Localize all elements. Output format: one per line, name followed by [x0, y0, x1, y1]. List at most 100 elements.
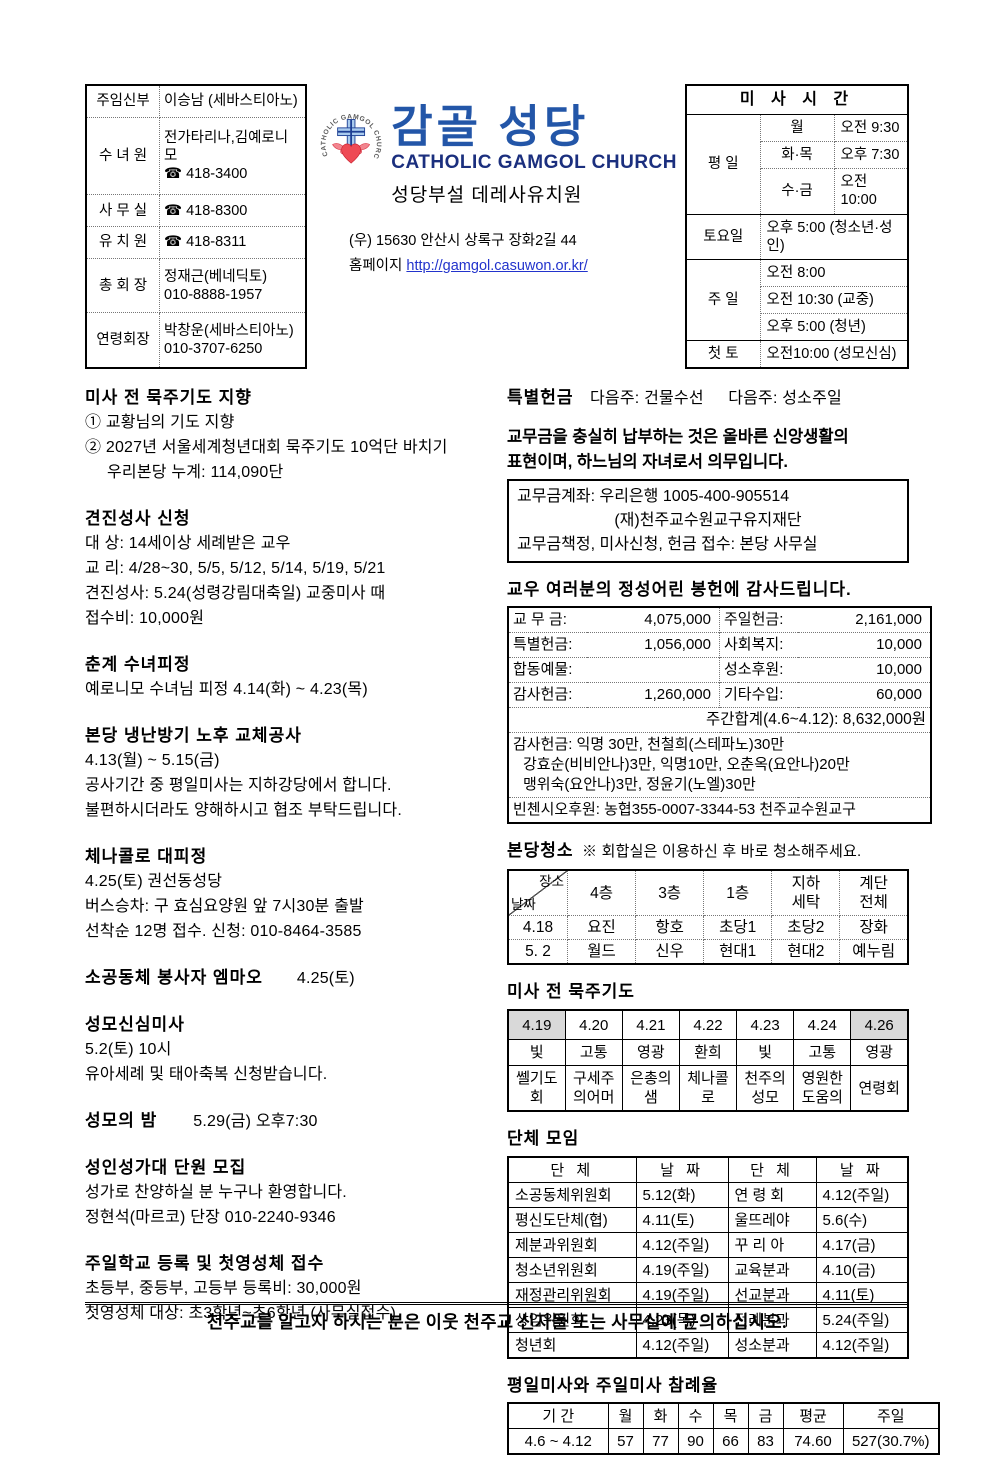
group-name: 꾸 리 아 — [727, 1232, 817, 1259]
mass-day-label: 주 일 — [685, 258, 761, 342]
table-cell: 예누림 — [839, 939, 909, 965]
table-row: 기 간 월 화 수 목 금 평균 주일 — [507, 1402, 940, 1430]
offer-value: 4,075,000 — [644, 611, 711, 629]
homepage-link[interactable]: http://gamgol.casuwon.or.kr/ — [406, 258, 588, 275]
group-name: 울뜨레야 — [727, 1207, 817, 1234]
section-title: 평일미사와 주일미사 참례율 — [507, 1376, 719, 1396]
rosary-group: 연령회 — [850, 1065, 909, 1112]
section-dues: 교무금을 충실히 납부하는 것은 올바른 신앙생활의 표현이며, 하느님의 자녀… — [507, 425, 909, 564]
mass-subday: 화·목 — [759, 141, 835, 170]
contact-line: 정재근(베네딕토) — [164, 268, 268, 285]
contact-line: 010-8888-1957 — [164, 286, 263, 303]
offer-label: 감사헌금: — [508, 682, 587, 708]
text-line: 교무금을 충실히 납부하는 것은 올바른 신앙생활의 — [507, 428, 849, 447]
content-columns: 미사 전 묵주기도 지향 ① 교황님의 기도 지향 ② 2027년 서울세계청년… — [85, 385, 940, 1469]
column-header: 주일 — [842, 1402, 940, 1430]
section-rosary-intention: 미사 전 묵주기도 지향 ① 교황님의 기도 지향 ② 2027년 서울세계청년… — [85, 385, 499, 485]
text-line: 첫영성체 대상: 초3학년~초6학년 (사무실접수) — [85, 1305, 397, 1323]
contact-line: 이승남 (세바스티아노) — [164, 93, 298, 110]
group-date: 5.6(수) — [815, 1207, 909, 1234]
section-nun-retreat: 춘계 수녀피정 예로니모 수녀님 피정 4.14(화) ~ 4.23(목) — [85, 652, 499, 702]
group-name: 상임위원회 — [507, 1307, 637, 1334]
corner-place: 장소 — [539, 874, 564, 890]
column-header: 평균 — [782, 1402, 844, 1430]
mass-subday: 수·금 — [759, 168, 835, 215]
column-header: 단 체 — [727, 1156, 817, 1184]
text-line: 성가로 찬양하실 분 누구나 환영합니다. — [85, 1184, 347, 1202]
section-hvac-construction: 본당 냉난방기 노후 교체공사 4.13(월) ~ 5.15(금) 공사기간 중… — [85, 723, 499, 823]
footer-notice: 천주교를 알고자 하시는 분은 이웃 천주교 신자들 또는 사무실에 문의하십시… — [85, 1302, 909, 1334]
rosary-mystery: 고통 — [793, 1039, 852, 1067]
table-cell: 현대1 — [703, 939, 773, 965]
table-row: 수·금 오전 10:00 — [686, 168, 909, 215]
table-cell: 신우 — [635, 939, 705, 965]
rosary-date: 4.22 — [678, 1009, 738, 1041]
table-row: 수 녀 원 전가타리나,김예로니모 ☎ 418-3400 — [85, 116, 307, 196]
table-row: 빛 고통 영광 환희 빛 고통 영광 — [507, 1039, 909, 1067]
column-header: 목 — [712, 1402, 749, 1430]
next-week-1: 다음주: 건물수선 — [590, 390, 704, 408]
table-row: 미 사 시 간 — [685, 84, 909, 115]
table-cell: 항호 — [635, 915, 705, 941]
group-date: 4.12(주일) — [815, 1332, 909, 1359]
header-line: 1층 — [726, 884, 750, 902]
homepage-label: 홈페이지 — [349, 258, 403, 275]
offer-value: 2,161,000 — [855, 611, 922, 629]
table-cell: 요진 — [566, 915, 637, 941]
section-title: 성모신심미사 — [85, 1015, 185, 1035]
section-title: 본당 냉난방기 노후 교체공사 — [85, 726, 302, 746]
header: 주임신부 이승남 (세바스티아노) 수 녀 원 전가타리나,김예로니모 ☎ 41… — [85, 84, 909, 370]
column-header: 날 짜 — [815, 1156, 909, 1184]
rosary-date: 4.26 — [850, 1009, 909, 1041]
group-line: 은총의 — [630, 1070, 672, 1088]
rosary-group: 천주의 성모 — [736, 1065, 795, 1112]
rosary-mystery: 빛 — [736, 1039, 795, 1067]
offer-label: 주일헌금: — [719, 607, 798, 633]
cleaning-table: 장소 날짜 4층 3층 1층 지하 세탁 계단 전체 — [507, 869, 909, 966]
section-cleaning: 본당청소 ※ 회합실은 이용하신 후 바로 청소해주세요. 장소 날짜 4층 3… — [507, 838, 909, 966]
group-line: 체나콜 — [687, 1070, 729, 1088]
column-header: 금 — [747, 1402, 784, 1430]
offer-value: 1,260,000 — [587, 682, 720, 708]
rosary-group: 체나콜 로 — [678, 1065, 738, 1112]
section-title: 성인성가대 단원 모집 — [85, 1158, 247, 1178]
table-row: 첫 토 오전10:00 (성모신심) — [685, 340, 909, 369]
section-attendance: 평일미사와 주일미사 참례율 기 간 월 화 수 목 금 평균 주일 4.6 — [507, 1373, 940, 1456]
attendance-table: 기 간 월 화 수 목 금 평균 주일 4.6 ~ 4.12 57 77 90 — [507, 1402, 940, 1456]
table-row: 소공동체위원회 5.12(화) 연 령 회 4.12(주일) — [507, 1182, 909, 1209]
rosary-group: 영원한 도움의 — [793, 1065, 852, 1112]
table-cell: 장화 — [839, 915, 909, 941]
group-name: 제분과위원회 — [507, 1232, 637, 1259]
text-line: 4.13(월) ~ 5.15(금) — [85, 752, 220, 770]
section-choir-recruit: 성인성가대 단원 모집 성가로 찬양하실 분 누구나 환영합니다. 정현석(마르… — [85, 1155, 499, 1230]
header-line: 4층 — [590, 884, 613, 902]
contact-line: 박창운(세바스티아노) — [164, 323, 294, 340]
rosary-group: 은총의 샘 — [621, 1065, 680, 1112]
attendance-value: 66 — [712, 1428, 749, 1455]
text-line: (재)천주교수원교구유지재단 — [614, 512, 802, 530]
text-line: 버스승차: 구 효심요양원 앞 7시30분 출발 — [85, 898, 364, 916]
section-marian-night: 성모의 밤 5.29(금) 오후7:30 — [85, 1108, 499, 1134]
group-line: 도움의 — [801, 1089, 843, 1107]
section-emmaus: 소공동체 봉사자 엠마오 4.25(토) — [85, 965, 499, 991]
attendance-value: 77 — [642, 1428, 679, 1455]
rosary-table: 4.19 4.20 4.21 4.22 4.23 4.24 4.26 빛 고통 … — [507, 1009, 909, 1113]
group-line: 천주의 — [744, 1070, 786, 1088]
section-premass-rosary: 미사 전 묵주기도 4.19 4.20 4.21 4.22 4.23 4.24 … — [507, 979, 909, 1113]
right-column: 특별헌금 다음주: 건물수선 다음주: 성소주일 교무금을 충실히 납부하는 것… — [507, 385, 940, 1469]
table-row: 주 일 오전 8:00 — [685, 258, 909, 342]
contact-label: 총 회 장 — [85, 257, 160, 314]
text-line: 정현석(마르코) 단장 010-2240-9346 — [85, 1209, 336, 1227]
mass-time: 오후 5:00 (청소년·성인) — [759, 213, 909, 260]
group-name: 평신도단체(협) — [507, 1207, 637, 1234]
weekly-total: 주간합계(4.6~4.12): 8,632,000원 — [508, 707, 931, 733]
section-title: 체나콜로 대피정 — [85, 847, 208, 867]
mass-time: 오전 9:30 — [833, 113, 909, 143]
header-line: 지하 — [791, 875, 821, 893]
group-name: 교육분과 — [727, 1257, 817, 1284]
section-offerings: 교우 여러분의 정성어린 봉헌에 감사드립니다. 교 무 금: 4,075,00… — [507, 577, 932, 825]
section-title: 단체 모임 — [507, 1129, 580, 1149]
offer-label: 기타수입: — [719, 682, 798, 708]
group-line: 의어머 — [573, 1089, 615, 1107]
section-sunday-school: 주일학교 등록 및 첫영성체 접수 초등부, 중등부, 고등부 등록비: 30,… — [85, 1251, 499, 1326]
